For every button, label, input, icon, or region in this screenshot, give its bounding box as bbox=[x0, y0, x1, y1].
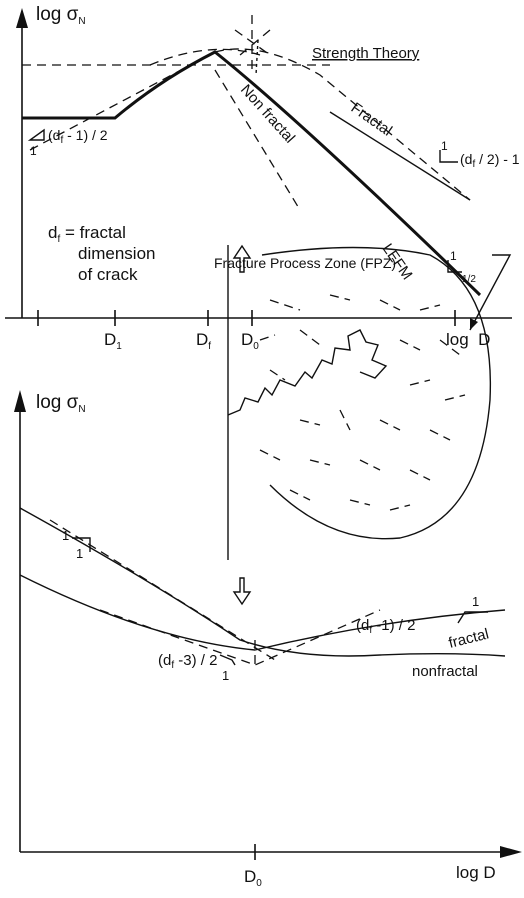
fpz-label: Fracture Process Zone (FPZ) bbox=[214, 255, 396, 271]
text-part: D bbox=[241, 330, 253, 349]
text-part: of crack bbox=[78, 265, 138, 284]
strength-theory: Strength Theory bbox=[312, 45, 420, 62]
slope-one: 1 bbox=[30, 144, 37, 158]
slope-min: (df -3) / 2 bbox=[158, 652, 217, 671]
text-part: f bbox=[208, 341, 211, 352]
text-part: / 2) - 1 bbox=[475, 151, 520, 167]
x-tick-label: D0 bbox=[241, 330, 259, 352]
text-part: (d bbox=[356, 617, 369, 634]
text-part: (d bbox=[460, 151, 472, 167]
x-axis-label: log D bbox=[456, 863, 496, 882]
slope-one: 1 bbox=[450, 249, 457, 263]
slope-fractal: (df / 2) - 1 bbox=[460, 151, 520, 170]
text-part: (d bbox=[48, 127, 60, 143]
slope-half: 1/2 bbox=[462, 274, 476, 285]
text-part: dimension bbox=[78, 244, 156, 263]
x-tick-label: D1 bbox=[104, 330, 122, 352]
slope-one: 1 bbox=[472, 594, 479, 609]
text-part: -1) / 2 bbox=[372, 617, 415, 634]
fractal-label: Fractal bbox=[348, 99, 395, 139]
slope-one: 1 bbox=[76, 546, 83, 561]
text-part: d bbox=[48, 223, 57, 242]
bottom-labels: Fracture Process Zone (FPZ) log σN 1 1 1… bbox=[36, 255, 496, 889]
text-part: log σ bbox=[36, 392, 79, 413]
nonfractal-label: nonfractal bbox=[412, 663, 478, 680]
x-tick-label: Df bbox=[196, 330, 211, 352]
text-part: 0 bbox=[253, 341, 259, 352]
top-labels: log σN Strength Theory Fractal Non fract… bbox=[30, 4, 520, 352]
y-axis-label: log σN bbox=[36, 4, 86, 27]
text-part: D bbox=[244, 867, 256, 886]
fractal-label: fractal bbox=[447, 626, 491, 652]
text-part: = fractal bbox=[60, 223, 126, 242]
text-part: N bbox=[78, 404, 85, 415]
text-part: D bbox=[196, 330, 208, 349]
slope-one: 1 bbox=[222, 668, 229, 683]
slope-left: (df - 1) / 2 bbox=[48, 127, 108, 146]
y-axis-label: log σN bbox=[36, 392, 86, 415]
text-part: -3) / 2 bbox=[174, 652, 217, 669]
x-tick-label: D0 bbox=[244, 867, 262, 889]
slope-one: 1 bbox=[62, 528, 69, 543]
text-part: N bbox=[78, 16, 85, 27]
slope-one: 1 bbox=[441, 139, 448, 153]
text-part: (d bbox=[158, 652, 171, 669]
text-part: - 1) / 2 bbox=[63, 127, 108, 143]
text-part: 0 bbox=[256, 878, 262, 889]
bottom-curves bbox=[20, 508, 505, 665]
text-part: 1 bbox=[116, 341, 122, 352]
figure: log σN Strength Theory Fractal Non fract… bbox=[0, 0, 524, 893]
fpz-sketch bbox=[228, 245, 510, 604]
text-part: D bbox=[104, 330, 116, 349]
x-axis-label: log D bbox=[446, 330, 490, 349]
bottom-axes bbox=[14, 390, 522, 860]
slope-fractal: (df -1) / 2 bbox=[356, 617, 415, 636]
text-part: log σ bbox=[36, 4, 79, 25]
